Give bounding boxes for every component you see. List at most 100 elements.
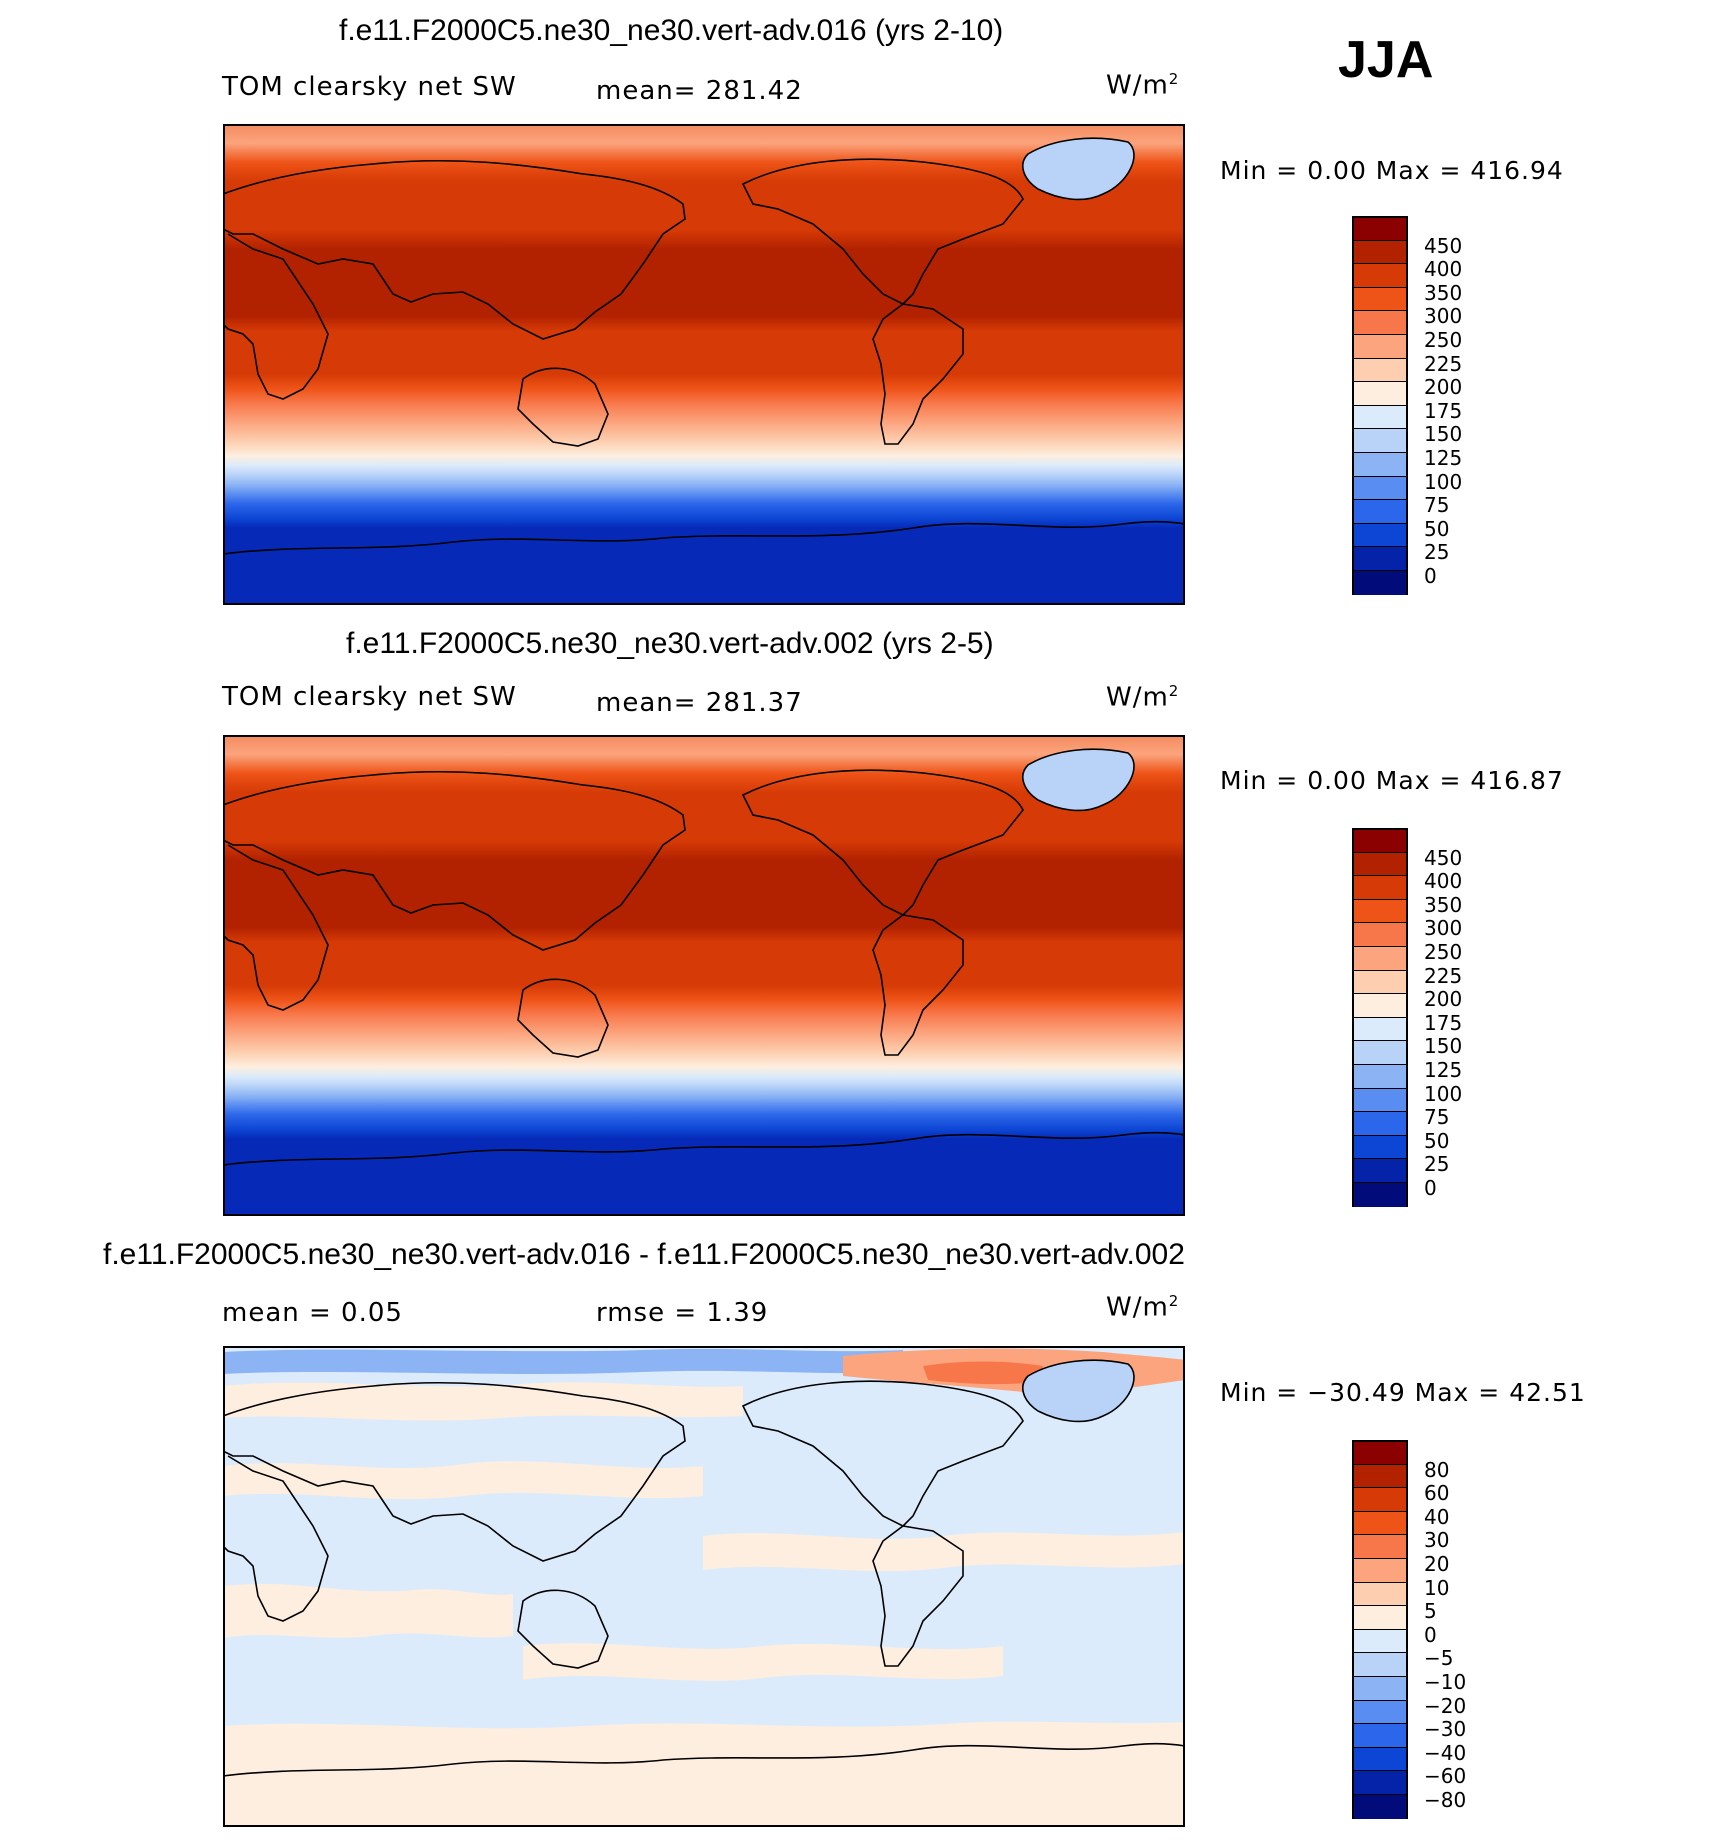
colorbar-label: 75: [1424, 1105, 1450, 1130]
colorbar-box: [1352, 499, 1408, 524]
panel2-units: W/m2: [1106, 682, 1180, 713]
panel1-title: f.e11.F2000C5.ne30_ne30.vert-adv.016 (yr…: [339, 14, 1004, 47]
colorbar-box: [1352, 570, 1408, 595]
colorbar-label: 350: [1424, 892, 1463, 917]
colorbar-box: [1352, 1770, 1408, 1795]
colorbar-box: [1352, 1652, 1408, 1677]
colorbar-box: [1352, 1440, 1408, 1465]
colorbar-label: 125: [1424, 446, 1463, 470]
panel1-minmax: Min = 0.00 Max = 416.94: [1220, 156, 1564, 185]
colorbar-label: −5: [1424, 1646, 1454, 1671]
colorbar-box: [1352, 475, 1408, 501]
panel2-mean: mean= 281.37: [596, 688, 803, 718]
colorbar-box: [1352, 216, 1408, 241]
colorbar-box: [1352, 428, 1408, 453]
panel1-variable: TOM clearsky net SW: [222, 72, 517, 102]
colorbar-label: 10: [1424, 1575, 1450, 1600]
panel3-title: f.e11.F2000C5.ne30_ne30.vert-adv.016 - f…: [103, 1238, 1185, 1271]
panel3-map: [223, 1346, 1185, 1827]
colorbar-box: [1352, 1581, 1408, 1607]
colorbar-box: [1352, 1723, 1408, 1748]
colorbar-label: 5: [1424, 1599, 1437, 1624]
colorbar-label: 125: [1424, 1058, 1463, 1082]
colorbar-box: [1352, 1087, 1408, 1113]
colorbar-label: 0: [1424, 564, 1437, 588]
colorbar-box: [1352, 1064, 1408, 1089]
colorbar-label: 250: [1424, 940, 1463, 964]
colorbar-label: 300: [1424, 916, 1463, 941]
season-label: JJA: [1338, 31, 1434, 89]
colorbar-box: [1352, 334, 1408, 359]
colorbar-label: 400: [1424, 257, 1463, 282]
colorbar-label: 150: [1424, 1034, 1463, 1059]
colorbar-box: [1352, 946, 1408, 971]
colorbar-box: [1352, 898, 1408, 924]
colorbar-label: 175: [1424, 1010, 1463, 1035]
colorbar-label: 75: [1424, 493, 1450, 518]
panel2-minmax: Min = 0.00 Max = 416.87: [1220, 766, 1564, 795]
colorbar-box: [1352, 851, 1408, 877]
colorbar-label: 450: [1424, 845, 1463, 870]
panel3-units: W/m2: [1106, 1292, 1180, 1323]
panel2-variable: TOM clearsky net SW: [222, 682, 517, 712]
panel1-map: [223, 124, 1185, 605]
colorbar-label: 25: [1424, 540, 1450, 565]
colorbar-box: [1352, 1487, 1408, 1512]
colorbar-box: [1352, 1134, 1408, 1160]
colorbar-box: [1352, 1016, 1408, 1042]
colorbar-label: 175: [1424, 398, 1463, 423]
colorbar-label: 50: [1424, 1128, 1450, 1153]
colorbar-box: [1352, 310, 1408, 335]
panel3-mean: mean = 0.05: [222, 1298, 403, 1328]
colorbar-box: [1352, 1463, 1408, 1489]
colorbar-box: [1352, 1182, 1408, 1207]
colorbar-label: 200: [1424, 987, 1463, 1012]
colorbar-label: 450: [1424, 233, 1463, 258]
colorbar-box: [1352, 828, 1408, 853]
panel1-units: W/m2: [1106, 70, 1180, 101]
panel1-mean: mean= 281.42: [596, 76, 803, 106]
colorbar-box: [1352, 522, 1408, 548]
colorbar-label: 40: [1424, 1504, 1450, 1529]
colorbar-label: −40: [1424, 1740, 1467, 1765]
colorbar-label: −30: [1424, 1717, 1467, 1742]
colorbar-box: [1352, 1676, 1408, 1701]
colorbar-box: [1352, 239, 1408, 265]
colorbar-label: 350: [1424, 280, 1463, 305]
colorbar-box: [1352, 1699, 1408, 1725]
colorbar-label: −10: [1424, 1670, 1467, 1694]
colorbar-box: [1352, 993, 1408, 1018]
colorbar-box: [1352, 381, 1408, 406]
colorbar-box: [1352, 1794, 1408, 1819]
colorbar-label: 0: [1424, 1622, 1437, 1647]
colorbar-box: [1352, 922, 1408, 947]
colorbar-box: [1352, 875, 1408, 900]
colorbar-label: 30: [1424, 1528, 1450, 1553]
colorbar-label: 60: [1424, 1481, 1450, 1506]
colorbar-label: −80: [1424, 1788, 1467, 1812]
colorbar-box: [1352, 452, 1408, 477]
colorbar-box: [1352, 546, 1408, 571]
colorbar-label: 25: [1424, 1152, 1450, 1177]
colorbar-box: [1352, 969, 1408, 995]
colorbar-label: 0: [1424, 1176, 1437, 1200]
colorbar-box: [1352, 286, 1408, 312]
colorbar-label: 100: [1424, 1081, 1463, 1106]
colorbar-box: [1352, 1534, 1408, 1559]
panel3-minmax: Min = −30.49 Max = 42.51: [1220, 1378, 1586, 1407]
colorbar-box: [1352, 1746, 1408, 1772]
colorbar-label: −60: [1424, 1764, 1467, 1789]
colorbar-box: [1352, 1040, 1408, 1065]
panel2-title: f.e11.F2000C5.ne30_ne30.vert-adv.002 (yr…: [346, 627, 994, 660]
colorbar-box: [1352, 1111, 1408, 1136]
colorbar-box: [1352, 357, 1408, 383]
colorbar-box: [1352, 1510, 1408, 1536]
colorbar-box: [1352, 263, 1408, 288]
colorbar-box: [1352, 404, 1408, 430]
colorbar-label: 300: [1424, 304, 1463, 329]
colorbar-box: [1352, 1558, 1408, 1583]
colorbar-label: 225: [1424, 351, 1463, 376]
colorbar-box: [1352, 1628, 1408, 1654]
colorbar-label: 100: [1424, 469, 1463, 494]
panel2-map: [223, 735, 1185, 1216]
